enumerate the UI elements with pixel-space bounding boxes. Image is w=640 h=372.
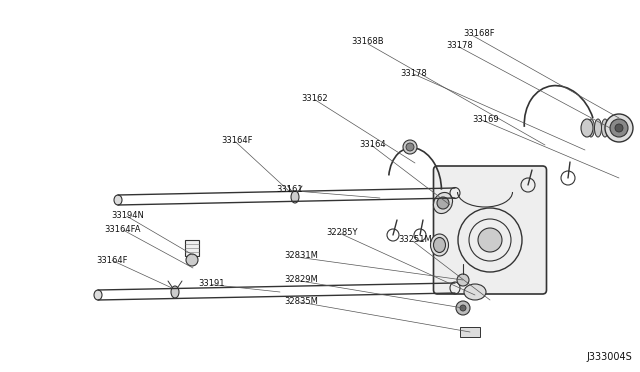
Text: 33178: 33178 [401, 69, 428, 78]
Ellipse shape [464, 284, 486, 300]
Ellipse shape [114, 195, 122, 205]
Ellipse shape [581, 119, 593, 137]
Text: 33178: 33178 [446, 41, 473, 50]
Text: 33164FA: 33164FA [104, 225, 141, 234]
Text: 33164F: 33164F [221, 136, 253, 145]
Text: 33164F: 33164F [96, 256, 128, 265]
Bar [460, 327, 480, 337]
Circle shape [478, 228, 502, 252]
Ellipse shape [433, 237, 445, 253]
Text: 33169: 33169 [472, 115, 499, 124]
Circle shape [456, 301, 470, 315]
Text: 32835M: 32835M [284, 297, 317, 306]
Circle shape [437, 197, 449, 209]
Circle shape [186, 254, 198, 266]
Ellipse shape [431, 234, 449, 256]
Ellipse shape [602, 119, 609, 137]
Text: 32829M: 32829M [284, 275, 317, 284]
Circle shape [460, 305, 466, 311]
Ellipse shape [588, 119, 595, 137]
Circle shape [457, 274, 469, 286]
Text: 33164: 33164 [359, 140, 386, 149]
Circle shape [610, 119, 628, 137]
Circle shape [406, 143, 414, 151]
Ellipse shape [94, 290, 102, 300]
Text: 32285Y: 32285Y [326, 228, 358, 237]
Ellipse shape [609, 119, 616, 137]
Bar [185, 240, 199, 256]
Text: 32831M: 32831M [284, 251, 317, 260]
Text: 33162: 33162 [301, 94, 328, 103]
Text: 33191: 33191 [198, 279, 225, 288]
Text: 33168F: 33168F [463, 29, 495, 38]
Text: 33251M: 33251M [398, 235, 431, 244]
Text: 33168B: 33168B [352, 37, 384, 46]
Ellipse shape [595, 119, 602, 137]
Text: J333004S: J333004S [586, 352, 632, 362]
Circle shape [403, 140, 417, 154]
FancyBboxPatch shape [433, 166, 547, 294]
Ellipse shape [291, 191, 299, 203]
Circle shape [605, 114, 633, 142]
Circle shape [615, 124, 623, 132]
Ellipse shape [171, 286, 179, 298]
Text: 33194N: 33194N [111, 211, 145, 219]
Text: 33161: 33161 [276, 185, 303, 194]
Ellipse shape [433, 192, 452, 214]
